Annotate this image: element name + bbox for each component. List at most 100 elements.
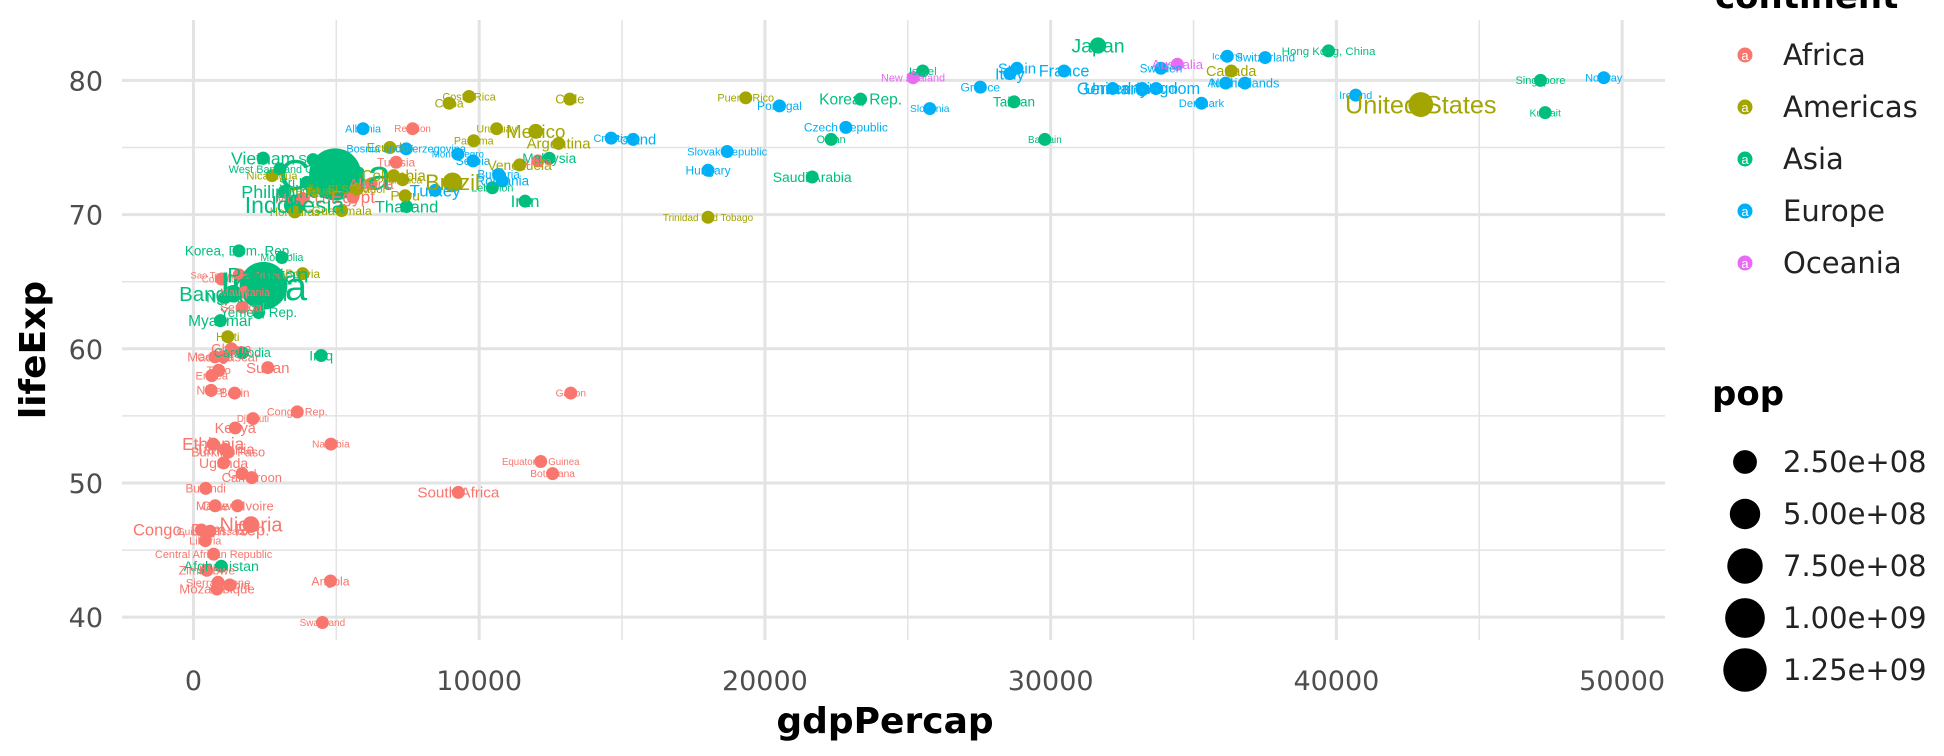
point-nepal <box>218 291 232 305</box>
y-tick-label: 60 <box>69 335 103 366</box>
label-israel: Israel <box>909 66 937 78</box>
label-ghana: Ghana <box>211 342 252 357</box>
label-united-kingdom: United Kingdom <box>1084 80 1200 98</box>
label-new-zealand: New Zealand <box>881 73 945 85</box>
point-niger <box>204 383 218 397</box>
label-chad: Chad <box>228 467 257 481</box>
legend-key-glyph: a <box>1741 204 1749 219</box>
point-yemen-rep- <box>252 306 266 320</box>
size-legend-key <box>1733 450 1757 474</box>
point-malawi <box>208 499 222 513</box>
point-myanmar <box>213 314 227 328</box>
label-cambodia: Cambodia <box>214 346 271 360</box>
color-legend-title: continent <box>1715 0 1898 17</box>
point-korea-dem-rep- <box>232 244 246 258</box>
label-djibouti: Djibouti <box>237 414 269 425</box>
point-uganda <box>217 456 231 470</box>
label-canada: Canada <box>1206 64 1257 80</box>
point-algeria <box>364 177 378 191</box>
label-iran: Iran <box>511 192 540 211</box>
legend-key-africa <box>1737 47 1753 63</box>
point-guinea-bissau <box>203 524 217 538</box>
point-haiti <box>221 330 235 344</box>
point-honduras <box>288 205 302 219</box>
legend-key-glyph: a <box>1741 100 1749 115</box>
point-swaziland <box>315 616 329 630</box>
label-yemen-rep-: Yemen, Rep. <box>220 305 297 320</box>
y-tick-label: 50 <box>69 469 103 500</box>
label-tunisia: Tunisia <box>377 155 416 169</box>
label-madagascar: Madagascar <box>187 349 260 364</box>
point-korea-rep- <box>854 92 868 106</box>
label-china: China <box>279 151 391 199</box>
label-peru: Peru <box>390 188 420 204</box>
label-serbia: Serbia <box>456 154 491 168</box>
point-gabon <box>564 386 578 400</box>
x-tick-label: 0 <box>185 666 202 697</box>
point-cuba <box>442 96 456 110</box>
point-lebanon <box>485 181 499 195</box>
legend-key-americas <box>1737 99 1753 115</box>
label-trinidad-and-tobago: Trinidad and Tobago <box>663 213 754 224</box>
label-puerto-rico: Puerto Rico <box>717 93 774 105</box>
label-sierra-leone: Sierra Leone <box>186 577 251 589</box>
label-myanmar: Myanmar <box>188 313 252 330</box>
point-netherlands <box>1238 76 1252 90</box>
data-points <box>194 37 1611 630</box>
label-philippines: Philippines <box>241 182 328 202</box>
point-malaysia <box>542 151 556 165</box>
point-puerto-rico <box>739 91 753 105</box>
x-axis-ticks: 0 10000 20000 30000 40000 50000 <box>185 666 1665 697</box>
label-ireland: Ireland <box>1339 90 1372 102</box>
label-liberia: Liberia <box>189 535 221 547</box>
label-indonesia: Indonesia <box>245 192 345 218</box>
x-tick-label: 30000 <box>1008 666 1094 697</box>
point-sierra-leone <box>211 575 225 589</box>
point-switzerland <box>1258 51 1272 65</box>
point-argentina <box>552 136 566 150</box>
point-greece <box>973 80 987 94</box>
label-cuba: Cuba <box>435 96 464 110</box>
point-paraguay <box>306 183 320 197</box>
point-tunisia <box>389 155 403 169</box>
label-bangladesh: Bangladesh <box>179 283 287 306</box>
label-bulgaria: Bulgaria <box>478 169 521 181</box>
label-iceland: Iceland <box>1212 52 1243 63</box>
point-pakistan <box>258 265 278 285</box>
point-iraq <box>314 348 328 362</box>
point-syria <box>306 153 320 167</box>
label-cameroon: Cameroon <box>222 470 282 485</box>
size-legend-key <box>1723 648 1767 692</box>
point-mauritania <box>238 285 252 299</box>
label-libya: Libya <box>524 156 552 168</box>
point-turkey <box>428 183 442 197</box>
point-benin <box>228 386 242 400</box>
label-france: France <box>1039 63 1090 81</box>
point-canada <box>1224 64 1238 78</box>
label-austria: Austria <box>1208 77 1245 90</box>
label-senegal: Senegal <box>220 300 265 314</box>
point-south-africa <box>451 485 465 499</box>
point-mongolia <box>275 251 289 265</box>
label-slovak-republic: Slovak Republic <box>687 146 768 158</box>
y-tick-label: 40 <box>69 603 103 634</box>
label-burundi: Burundi <box>186 482 226 495</box>
size-legend-key <box>1725 598 1765 638</box>
color-legend: a Africa a Americas a Asia a Europe a Oceania <box>1737 38 1918 280</box>
point-burkina-faso <box>221 445 235 459</box>
label-italy: Italy <box>995 65 1026 83</box>
point-west-bank-and-gaza <box>273 162 287 176</box>
label-argentina: Argentina <box>527 136 592 153</box>
label-gambia: Gambia <box>197 352 233 363</box>
point-peru <box>398 189 412 203</box>
label-japan: Japan <box>1071 35 1124 57</box>
label-central-african-republic: Central African Republic <box>155 549 273 561</box>
label-equatorial-guinea: Equatorial Guinea <box>502 457 580 468</box>
label-bosnia-and-herzegovina: Bosnia and Herzegovina <box>346 144 467 156</box>
label-portugal: Portugal <box>757 99 802 113</box>
point-gambia <box>208 350 222 364</box>
label-sao-tome-and-principe: Sao Tome and Principe <box>191 269 288 280</box>
point-ghana <box>224 342 238 356</box>
label-sudan: Sudan <box>246 360 290 377</box>
